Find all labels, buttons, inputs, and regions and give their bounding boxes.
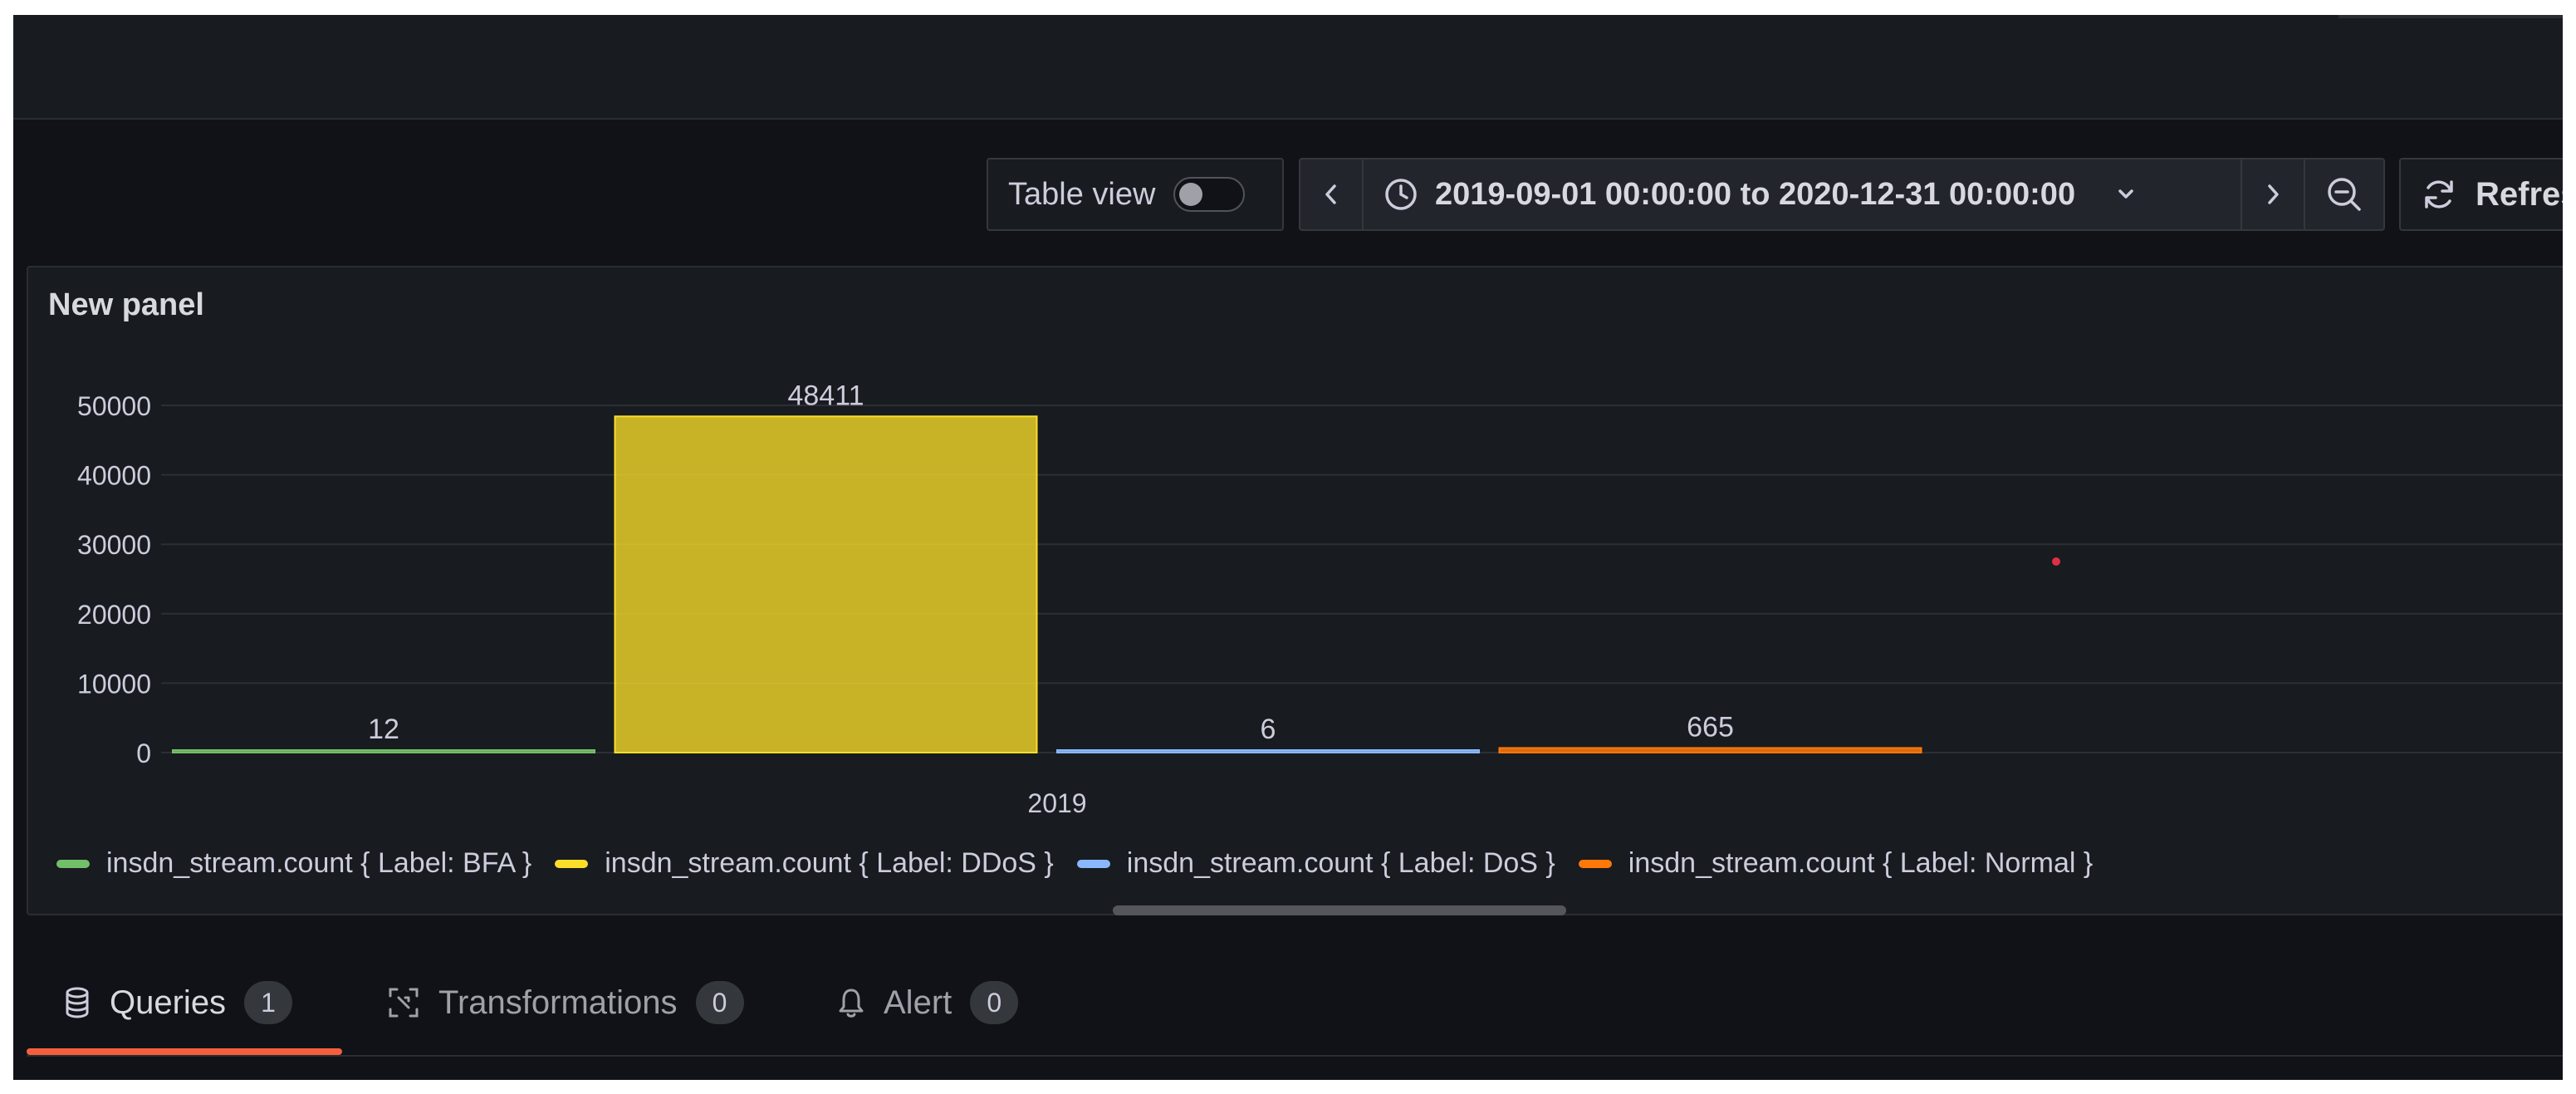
legend-label: insdn_stream.count { Label: DoS } bbox=[1126, 847, 1555, 879]
horizontal-scrollbar[interactable] bbox=[1113, 905, 1566, 915]
refresh-button[interactable]: Refresh bbox=[2399, 158, 2563, 231]
table-view-switch[interactable] bbox=[1173, 177, 1246, 212]
chart-panel: New panel 0 10000 20000 30000 40000 50000 12 48… bbox=[27, 266, 2563, 915]
y-tick-label: 0 bbox=[136, 738, 151, 768]
bar-chart: 0 10000 20000 30000 40000 50000 12 48411 6 665 201… bbox=[77, 380, 2563, 818]
switch-knob bbox=[1179, 183, 1203, 206]
y-tick-label: 30000 bbox=[77, 530, 151, 560]
chevron-right-icon bbox=[2268, 184, 2279, 204]
legend-label: insdn_stream.count { Label: DDoS } bbox=[605, 847, 1054, 879]
table-view-label: Table view bbox=[1008, 176, 1156, 212]
legend-label: insdn_stream.count { Label: BFA } bbox=[106, 847, 532, 879]
chevron-left-icon bbox=[1325, 184, 1336, 204]
y-tick-label: 50000 bbox=[77, 391, 151, 421]
clock-icon bbox=[1385, 179, 1417, 210]
legend-swatch bbox=[555, 859, 589, 868]
tab-queries-count: 1 bbox=[244, 981, 293, 1024]
top-bar-edge bbox=[2338, 15, 2563, 18]
bar-value-label: 6 bbox=[1261, 714, 1276, 745]
editor-tabs: Queries 1 Transformations 0 Alert 0 bbox=[27, 952, 2563, 1057]
time-range-picker: 2019-09-01 00:00:00 to 2020-12-31 00:00:… bbox=[1299, 158, 2388, 231]
chevron-down-icon bbox=[2118, 189, 2133, 199]
bar bbox=[614, 415, 1038, 754]
tab-queries[interactable]: Queries 1 bbox=[27, 952, 342, 1055]
tab-alert-label: Alert bbox=[884, 984, 953, 1021]
legend-swatch bbox=[1076, 859, 1110, 868]
bar-value-label: 665 bbox=[1687, 711, 1734, 743]
legend-item[interactable]: insdn_stream.count { Label: DoS } bbox=[1076, 847, 1555, 880]
tab-queries-label: Queries bbox=[110, 984, 227, 1021]
database-icon bbox=[66, 987, 89, 1018]
time-range-forward-button[interactable] bbox=[2241, 158, 2305, 231]
top-bar bbox=[13, 15, 2563, 120]
legend-item[interactable]: insdn_stream.count { Label: DDoS } bbox=[555, 847, 1054, 880]
y-tick-label: 20000 bbox=[77, 600, 151, 630]
y-tick-label: 10000 bbox=[77, 669, 151, 699]
bar bbox=[1498, 747, 1922, 754]
chart-legend: insdn_stream.count { Label: BFA } insdn_s… bbox=[56, 847, 2093, 880]
time-range-text: 2019-09-01 00:00:00 to 2020-12-31 00:00:… bbox=[1435, 176, 2076, 212]
legend-swatch bbox=[56, 859, 90, 868]
zoom-out-button[interactable] bbox=[2304, 158, 2385, 231]
y-tick-label: 40000 bbox=[77, 461, 151, 491]
red-dot-marker bbox=[2052, 557, 2060, 566]
tab-alert[interactable]: Alert 0 bbox=[837, 952, 1019, 1053]
bar bbox=[1056, 749, 1480, 753]
bar-value-label: 48411 bbox=[787, 380, 864, 411]
legend-label: insdn_stream.count { Label: Normal } bbox=[1628, 847, 2094, 879]
legend-item[interactable]: insdn_stream.count { Label: BFA } bbox=[56, 847, 531, 880]
transform-icon bbox=[389, 988, 419, 1018]
app-frame: Table view 2019-09-01 00:00:00 to 2020-1… bbox=[13, 15, 2563, 1080]
x-tick-label: 2019 bbox=[1027, 788, 1086, 818]
tab-transformations[interactable]: Transformations 0 bbox=[387, 952, 744, 1053]
refresh-label: Refresh bbox=[2476, 175, 2563, 213]
bar bbox=[172, 749, 595, 753]
zoom-out-icon bbox=[2328, 178, 2361, 211]
legend-item[interactable]: insdn_stream.count { Label: Normal } bbox=[1578, 847, 2094, 880]
tab-alert-count: 0 bbox=[970, 981, 1019, 1024]
legend-swatch bbox=[1578, 859, 1612, 868]
panel-title: New panel bbox=[48, 287, 204, 322]
time-range-button[interactable]: 2019-09-01 00:00:00 to 2020-12-31 00:00:… bbox=[1362, 158, 2242, 231]
bell-icon bbox=[839, 989, 864, 1018]
table-view-toggle[interactable]: Table view bbox=[987, 158, 1284, 231]
refresh-icon bbox=[2425, 180, 2453, 208]
bar-value-label: 12 bbox=[368, 714, 399, 745]
tab-transformations-count: 0 bbox=[695, 981, 744, 1024]
tab-transformations-label: Transformations bbox=[438, 984, 678, 1021]
time-range-back-button[interactable] bbox=[1299, 158, 1364, 231]
